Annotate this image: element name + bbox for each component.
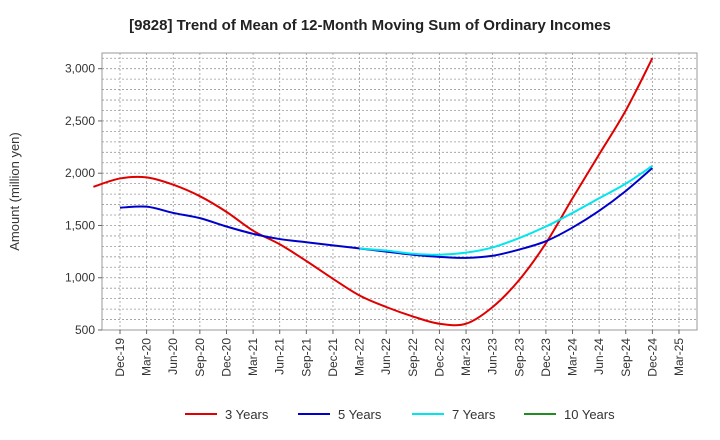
y-axis-ticks: 500 1,000 1,500 2,000 2,500 3,000 xyxy=(65,62,102,337)
legend: 3 Years 5 Years 7 Years 10 Years xyxy=(185,407,615,422)
x-tick-label: Dec-22 xyxy=(432,338,446,377)
series-line-7-years xyxy=(359,165,653,256)
y-tick-label: 1,000 xyxy=(65,271,95,285)
y-tick-label: 500 xyxy=(75,323,95,337)
x-tick-label: Sep-20 xyxy=(193,338,207,377)
x-tick-label: Jun-24 xyxy=(592,338,606,375)
plot-frame xyxy=(101,52,698,331)
x-tick-label: Sep-21 xyxy=(299,338,313,377)
x-tick-label: Dec-20 xyxy=(219,338,233,377)
x-tick-label: Mar-22 xyxy=(353,338,367,376)
series-group xyxy=(93,57,654,327)
x-tick-label: Mar-23 xyxy=(459,338,473,376)
legend-label-10-years: 10 Years xyxy=(564,407,615,422)
x-tick-label: Jun-23 xyxy=(486,338,500,375)
x-tick-label: Dec-23 xyxy=(539,338,553,377)
y-tick-label: 3,000 xyxy=(65,62,95,76)
legend-label-5-years: 5 Years xyxy=(338,407,382,422)
legend-label-3-years: 3 Years xyxy=(225,407,269,422)
chart-title: [9828] Trend of Mean of 12-Month Moving … xyxy=(129,17,611,34)
x-tick-label: Jun-21 xyxy=(273,338,287,375)
x-tick-label: Mar-24 xyxy=(566,338,580,376)
x-tick-label: Sep-23 xyxy=(512,338,526,377)
x-tick-label: Dec-19 xyxy=(113,338,127,377)
x-axis-ticks: Dec-19 Mar-20 Jun-20 Sep-20 Dec-20 Mar-21 Jun-… xyxy=(113,330,686,377)
x-tick-label: Mar-21 xyxy=(246,338,260,376)
y-axis-label: Amount (million yen) xyxy=(7,132,22,251)
x-tick-label: Jun-20 xyxy=(166,338,180,375)
legend-label-7-years: 7 Years xyxy=(452,407,496,422)
y-tick-label: 2,500 xyxy=(65,114,95,128)
x-tick-label: Sep-24 xyxy=(619,338,633,377)
x-tick-label: Mar-25 xyxy=(672,338,686,376)
series-line-5-years xyxy=(119,167,654,259)
plot-area xyxy=(101,52,698,331)
x-tick-label: Sep-22 xyxy=(406,338,420,377)
x-tick-label: Dec-21 xyxy=(326,338,340,377)
y-tick-label: 1,500 xyxy=(65,218,95,232)
series-line-3-years xyxy=(93,57,654,327)
x-tick-label: Mar-20 xyxy=(140,338,154,376)
grid xyxy=(102,53,697,330)
y-tick-label: 2,000 xyxy=(65,166,95,180)
x-tick-label: Dec-24 xyxy=(645,338,659,377)
x-tick-label: Jun-22 xyxy=(379,338,393,375)
